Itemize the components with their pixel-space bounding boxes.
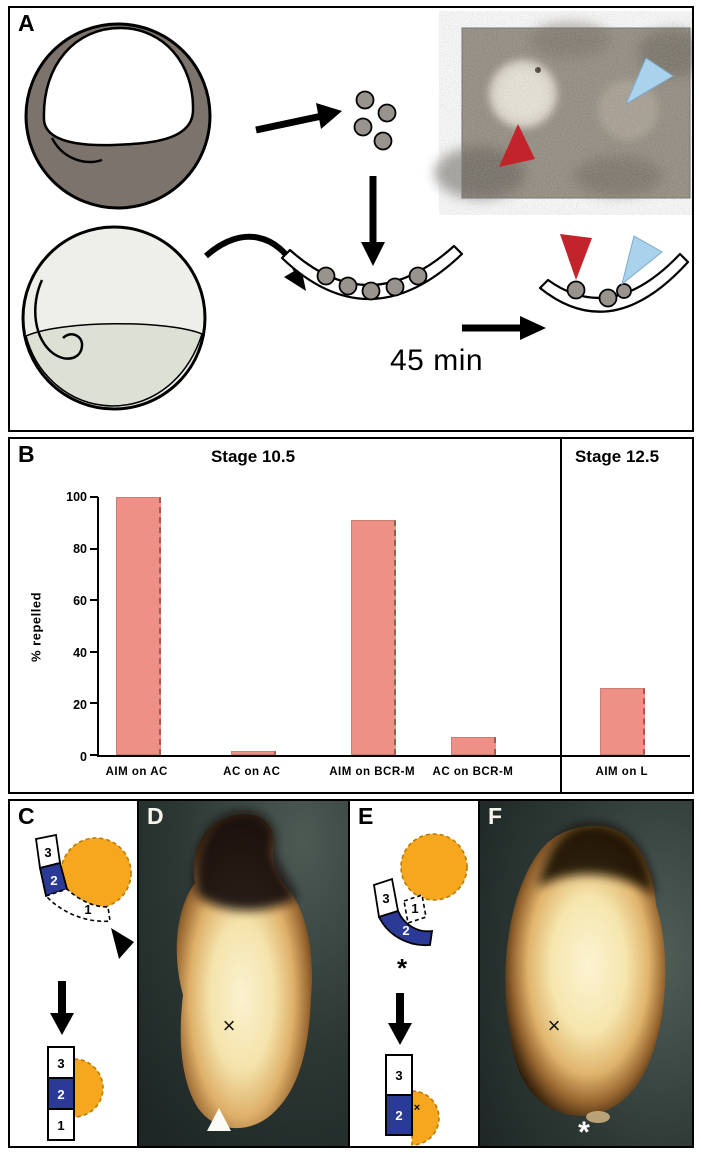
panel-e-label: E (358, 803, 374, 829)
red-arrowhead-2-icon (560, 234, 592, 280)
pigmented-region (538, 823, 654, 895)
black-arrowhead-icon (111, 928, 134, 959)
y-tick-mark (90, 650, 98, 653)
panel-c: C 3 2 1 (10, 801, 139, 1146)
culture-dish-1 (280, 244, 464, 301)
down-arrow-icon (388, 993, 412, 1045)
stage-separator-line (560, 439, 562, 792)
explant-before: 3 1 2 * (372, 833, 468, 983)
panel-d-photo: × (139, 801, 348, 1146)
chart-plot (90, 496, 690, 757)
blue-arrowhead-2-icon (621, 235, 663, 286)
white-arrowhead-icon (207, 1108, 231, 1131)
x-tick-label: AC on BCR-M (432, 766, 514, 778)
arrow-right-icon (255, 103, 342, 134)
y-tick-mark (90, 496, 98, 498)
segment-1 (403, 893, 427, 925)
head-mesoderm-disc (60, 837, 132, 909)
y-tick-label: 100 (66, 490, 87, 504)
panel-a-illustration (21, 22, 692, 411)
bar-aim-on-ac (116, 497, 162, 755)
segment-1-number: 1 (84, 902, 91, 917)
incubation-time-label: 45 min (390, 344, 484, 377)
panel-c-label: C (18, 803, 35, 829)
y-tick-label: 0 (80, 750, 87, 764)
head-mesoderm-disc-result (411, 1090, 440, 1146)
bar-ac-on-bcr-m (451, 736, 497, 755)
result-sandwich: 3 2 × (385, 1054, 440, 1146)
x-tick-label: AIM on L (595, 766, 649, 778)
tissue-protrusion (586, 1111, 610, 1123)
explant-before: 3 2 1 (34, 833, 134, 959)
bar-aim-on-bcr-m (350, 520, 396, 755)
segment-1 (44, 888, 111, 923)
x-tick-label: AIM on BCR-M (329, 766, 416, 778)
pigmented-region (195, 811, 297, 911)
panel-e: E 3 1 2 * (350, 801, 480, 1146)
arrow-right-2-icon (462, 316, 546, 340)
segment-3-number: 3 (57, 1056, 64, 1071)
blue-arrowhead-icon (624, 57, 674, 106)
head-mesoderm-disc-result (73, 1058, 104, 1118)
segment-1-number: 1 (57, 1118, 64, 1133)
asterisk-mark: * (397, 953, 408, 983)
x-tick-label: AIM on AC (105, 766, 168, 778)
stage-10-5-header: Stage 10.5 (210, 447, 296, 466)
bottom-row: C 3 2 1 (8, 799, 694, 1148)
panel-d: D × (139, 801, 350, 1146)
culture-dish-2 (538, 234, 690, 313)
bar-aim-on-l (599, 687, 645, 755)
stage-12-5-header: Stage 12.5 (574, 447, 660, 466)
segment-2-number: 2 (57, 1087, 64, 1102)
donor-embryo (24, 22, 212, 210)
y-tick-label: 40 (73, 646, 87, 660)
y-tick-label: 80 (73, 542, 87, 556)
head-mesoderm-disc (400, 833, 468, 901)
host-embryo (21, 225, 207, 411)
panel-a-label: A (18, 10, 35, 36)
y-tick-label: 60 (73, 594, 87, 608)
red-arrowhead-icon (499, 124, 535, 167)
micrograph-inset (435, 22, 692, 199)
y-tick-mark (90, 599, 98, 602)
segment-2-number: 2 (402, 923, 409, 938)
panel-a: A (8, 6, 694, 432)
x-mark: × (548, 1013, 561, 1038)
x-tick-label: AC on AC (223, 766, 281, 778)
small-x-mark: × (414, 1102, 420, 1114)
segment-2 (377, 909, 434, 947)
arrow-down-icon (361, 176, 385, 266)
panel-e-diagram: 3 1 2 * 3 2 × (372, 833, 468, 1146)
panel-b-label: B (18, 441, 35, 467)
y-tick-mark (90, 547, 98, 550)
x-mark: × (223, 1013, 236, 1038)
segment-1-number: 1 (411, 901, 418, 916)
explant-tissue (505, 825, 666, 1116)
chart-xlabels: AIM on AC AC on AC AIM on BCR-M AC on BCR-M… (97, 766, 690, 788)
panel-d-label: D (147, 803, 164, 829)
segment-3-number: 3 (395, 1068, 402, 1083)
panel-f: F × * (480, 801, 692, 1146)
segment-2-number: 2 (395, 1108, 402, 1123)
panel-f-label: F (488, 803, 503, 829)
result-sandwich: 3 2 1 (47, 1046, 104, 1141)
dissociated-cells (353, 90, 397, 151)
segment-2-number: 2 (50, 873, 57, 888)
y-axis-title: % repelled (28, 591, 44, 663)
panel-f-photo: × * (480, 801, 692, 1146)
segment-3-number: 3 (382, 891, 389, 906)
y-tick-label: 20 (73, 698, 87, 712)
panel-b: B Stage 10.5 Stage 12.5 % repelled 0 20 40… (8, 437, 694, 794)
segment-3-number: 3 (44, 845, 51, 860)
y-tick-mark (90, 754, 98, 756)
down-arrow-icon (50, 981, 74, 1035)
panel-c-diagram: 3 2 1 3 2 1 (34, 833, 134, 1141)
bar-ac-on-ac (230, 751, 276, 755)
y-tick-mark (90, 702, 98, 705)
asterisk-mark: * (578, 1116, 590, 1146)
